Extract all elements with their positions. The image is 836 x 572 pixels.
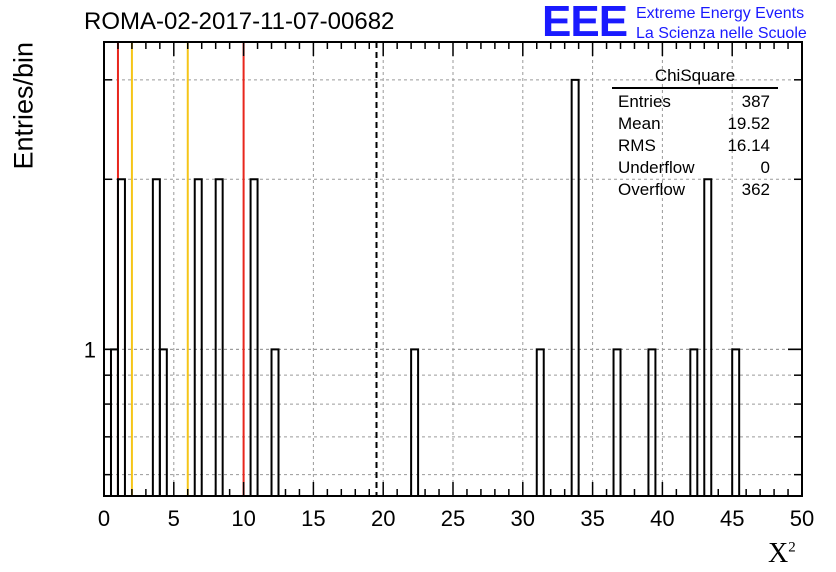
histogram-bin: [731, 348, 741, 496]
histogram-bin: [116, 178, 126, 496]
histogram-bin: [214, 178, 224, 496]
logo-line-2: La Scienza nelle Scuole: [636, 25, 807, 42]
stats-row: RMS 16.14: [612, 135, 778, 157]
stats-row: Entries 387: [612, 91, 778, 113]
stats-row: Mean 19.52: [612, 113, 778, 135]
x-tick-label: 0: [98, 506, 110, 531]
histogram-bin: [249, 178, 259, 496]
stats-value: 0: [760, 158, 770, 177]
histogram-bin: [270, 348, 280, 496]
stats-label: Entries: [618, 92, 671, 111]
x-tick-label: 30: [511, 506, 535, 531]
stats-label: Mean: [618, 114, 661, 133]
stats-rows: Entries 387 Mean 19.52 RMS 16.14 Underflow 0 Ove…: [612, 91, 778, 201]
histogram-bin: [109, 348, 119, 496]
stats-label: RMS: [618, 136, 656, 155]
histogram-bin: [647, 348, 657, 496]
x-tick-label: 25: [441, 506, 465, 531]
stats-box: ChiSquare Entries 387 Mean 19.52 RMS 16.14 Und…: [612, 66, 778, 201]
stats-label: Underflow: [618, 158, 695, 177]
stats-row: Underflow 0: [612, 157, 778, 179]
histogram-bin: [703, 178, 713, 496]
histogram-bin: [535, 348, 545, 496]
x-axis-label-superscript: 2: [788, 539, 796, 556]
stats-title: ChiSquare: [612, 66, 778, 89]
x-axis-label: X2: [768, 538, 796, 570]
x-tick-label: 15: [301, 506, 325, 531]
stats-value: 362: [741, 180, 770, 199]
x-tick-label: 5: [168, 506, 180, 531]
stats-value: 19.52: [727, 114, 770, 133]
histogram-bin: [612, 348, 622, 496]
x-tick-label: 35: [580, 506, 604, 531]
x-axis-label-base: X: [768, 538, 789, 569]
logo-line-1: Extreme Energy Events: [636, 5, 805, 22]
stats-value: 16.14: [727, 136, 770, 155]
stats-label: Overflow: [618, 180, 686, 199]
y-tick-label: 1: [84, 337, 96, 362]
histogram-bin: [151, 178, 161, 496]
x-tick-label: 10: [231, 506, 255, 531]
eee-logo: EEE: [542, 0, 628, 46]
stats-row: Overflow 362: [612, 179, 778, 201]
x-tick-label: 20: [371, 506, 395, 531]
x-tick-label: 50: [790, 506, 814, 531]
x-tick-label: 45: [720, 506, 744, 531]
histogram-bin: [689, 348, 699, 496]
stats-value: 387: [741, 92, 770, 111]
histogram-bin: [193, 178, 203, 496]
histogram-bin: [570, 78, 580, 496]
histogram-bin: [410, 348, 420, 496]
chart-title: ROMA-02-2017-11-07-00682: [84, 8, 395, 35]
histogram-bin: [158, 348, 168, 496]
x-tick-label: 40: [650, 506, 674, 531]
